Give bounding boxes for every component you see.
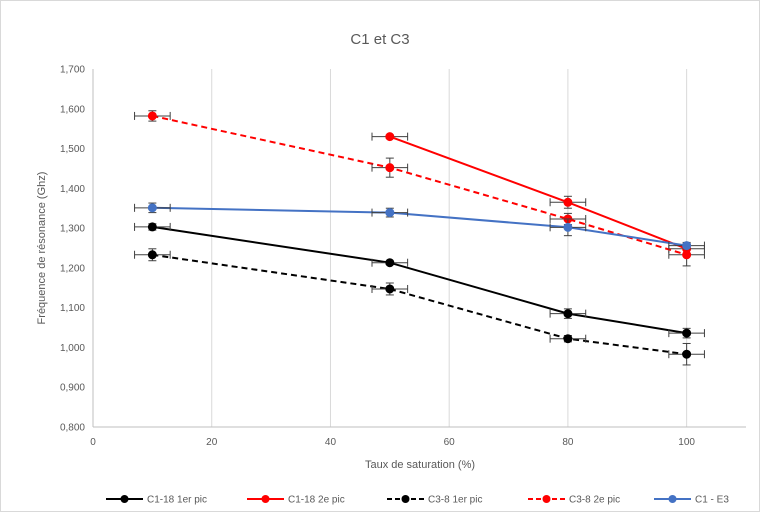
legend-label: C1-18 2e pic (288, 495, 345, 506)
y-tick-label: 1,700 (60, 65, 85, 76)
legend-item: C1-18 2e pic (247, 495, 345, 506)
y-axis-title: Fréquence de résonance (Ghz) (36, 172, 48, 325)
data-point (682, 241, 692, 251)
data-point (147, 203, 157, 213)
legend-marker (401, 495, 410, 503)
data-point (385, 208, 395, 218)
series-layer (134, 110, 705, 366)
data-point (385, 132, 395, 142)
legend: C1-18 1er pic C1-18 2e pic C3-8 1er pic C3-… (106, 495, 729, 506)
legend-item: C3-8 2e pic (528, 495, 620, 506)
data-point (563, 309, 573, 319)
legend-label: C1 - E3 (695, 495, 729, 506)
legend-item: C1 - E3 (654, 495, 729, 506)
data-point (682, 328, 692, 338)
x-tick-label: 100 (678, 437, 695, 448)
legend-marker (668, 495, 677, 503)
x-axis-title: Taux de saturation (%) (365, 459, 475, 471)
series-1 (134, 222, 705, 339)
y-tick-label: 1,400 (60, 184, 85, 195)
legend-marker (542, 495, 551, 503)
legend-marker (120, 495, 129, 503)
legend-marker (261, 495, 270, 503)
y-tick-label: 0,900 (60, 383, 85, 394)
x-tick-label: 80 (562, 437, 574, 448)
chart-title: C1 et C3 (350, 31, 409, 48)
data-point (682, 250, 692, 260)
x-tick-label: 60 (444, 437, 456, 448)
x-tick-label: 20 (206, 437, 218, 448)
data-point (147, 222, 157, 232)
data-point (147, 250, 157, 260)
x-tick-label: 0 (90, 437, 96, 448)
y-tick-label: 1,600 (60, 104, 85, 115)
legend-label: C3-8 1er pic (428, 495, 482, 506)
series-line (152, 225, 687, 335)
data-point (682, 349, 692, 359)
y-tick-label: 1,200 (60, 263, 85, 274)
legend-item: C3-8 1er pic (387, 495, 482, 506)
series-line (152, 253, 687, 356)
series-3 (134, 248, 705, 366)
data-point (385, 284, 395, 294)
axis-layer: 0 20 40 60 80 100 0,800 0,900 1,000 1,100 1,200 1,3… (60, 65, 746, 448)
y-tick-label: 1,500 (60, 144, 85, 155)
data-point (147, 111, 157, 121)
y-tick-label: 0,800 (60, 423, 85, 434)
x-tick-label: 40 (325, 437, 337, 448)
y-tick-label: 1,000 (60, 343, 85, 354)
data-point (385, 163, 395, 173)
series-line (152, 206, 687, 247)
legend-label: C1-18 1er pic (147, 495, 207, 506)
series-5 (134, 202, 705, 251)
data-point (563, 222, 573, 232)
data-point (385, 258, 395, 268)
y-tick-label: 1,300 (60, 224, 85, 235)
data-point (563, 197, 573, 207)
data-point (563, 334, 573, 344)
legend-label: C3-8 2e pic (569, 495, 620, 506)
y-tick-label: 1,100 (60, 303, 85, 314)
legend-item: C1-18 1er pic (106, 495, 207, 506)
